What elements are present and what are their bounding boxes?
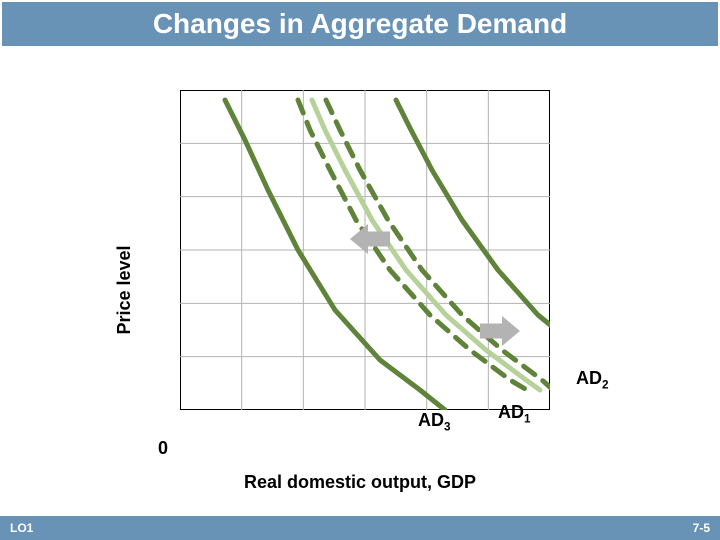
shift-arrow-right	[480, 316, 520, 346]
label-ad1: AD1	[498, 402, 531, 426]
y-axis-label: Price level	[114, 245, 135, 334]
origin-label: 0	[158, 438, 168, 459]
chart-area: Price level 0	[180, 90, 550, 410]
page-number: 7-5	[693, 521, 710, 535]
slide-title: Changes in Aggregate Demand	[153, 8, 567, 40]
slide: Changes in Aggregate Demand Price level …	[0, 0, 720, 540]
bottom-bar: LO1 7-5	[0, 516, 720, 540]
title-bar: Changes in Aggregate Demand	[2, 2, 718, 46]
chart-svg	[180, 90, 550, 410]
label-ad3: AD3	[418, 410, 451, 434]
x-axis-label: Real domestic output, GDP	[0, 472, 720, 493]
curve-AD2	[396, 100, 550, 360]
lo-label: LO1	[10, 521, 33, 535]
label-ad2: AD2	[576, 368, 609, 392]
